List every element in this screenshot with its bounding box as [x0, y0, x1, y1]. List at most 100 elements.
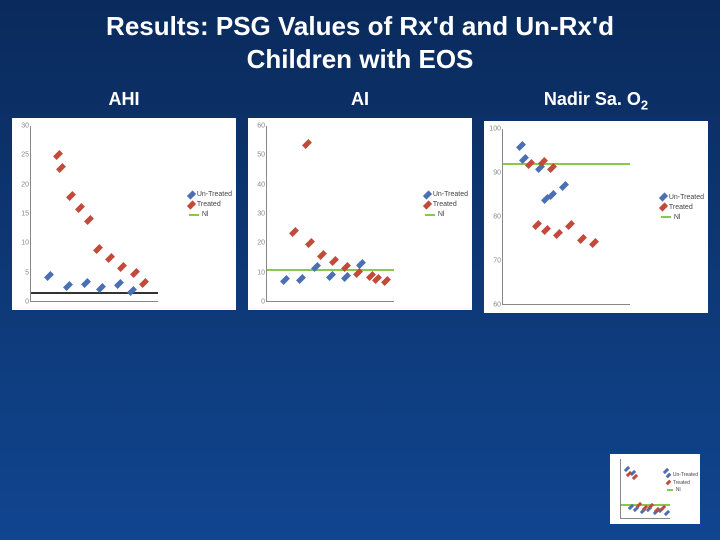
mini-legend: Un-TreatedTreatedNl: [667, 472, 698, 495]
data-marker: [289, 227, 299, 237]
data-marker: [541, 194, 551, 204]
data-marker: [44, 271, 54, 281]
ytick: 30: [257, 211, 267, 218]
legend-swatch: [667, 489, 673, 491]
data-marker: [381, 277, 391, 287]
data-marker: [93, 244, 103, 254]
ytick: 30: [21, 123, 31, 130]
plot-area: 051015202530: [30, 126, 158, 302]
data-marker: [127, 286, 137, 296]
data-marker: [317, 250, 327, 260]
ytick: 80: [493, 213, 503, 220]
legend-swatch: [423, 190, 432, 199]
legend-label: Nl: [676, 487, 681, 494]
chart-col-ahi: AHI051015202530Un-TreatedTreatedNl: [12, 89, 236, 313]
data-marker: [84, 215, 94, 225]
data-marker: [538, 157, 548, 167]
legend-item: Un-Treated: [425, 190, 468, 199]
legend-item: Nl: [667, 487, 698, 494]
chart-label-nadir: Nadir Sa. O2: [544, 89, 648, 113]
plot-area: 0102030405060: [266, 126, 394, 302]
data-marker: [326, 271, 336, 281]
legend: Un-TreatedTreatedNl: [661, 193, 704, 223]
ytick: 0: [261, 299, 267, 306]
data-marker: [57, 163, 67, 173]
title-line-2: Children with EOS: [247, 44, 474, 74]
legend-swatch: [189, 214, 199, 216]
data-marker: [553, 229, 563, 239]
legend-swatch: [187, 190, 196, 199]
data-marker: [105, 253, 115, 263]
legend-swatch: [425, 214, 435, 216]
plot-area: 60708090100: [502, 129, 630, 305]
legend-item: Nl: [661, 213, 704, 222]
mini-plot-area: [620, 459, 670, 519]
ytick: 90: [493, 169, 503, 176]
data-marker: [139, 278, 149, 288]
chart-label-ahi: AHI: [109, 89, 140, 110]
chart-panel-nadir: 60708090100Un-TreatedTreatedNl: [484, 121, 708, 313]
legend-item: Un-Treated: [667, 472, 698, 479]
legend-label: Treated: [669, 203, 693, 212]
data-marker: [63, 281, 73, 291]
legend-swatch: [187, 200, 196, 209]
data-marker: [296, 274, 306, 284]
legend-item: Treated: [661, 203, 704, 212]
data-marker: [329, 256, 339, 266]
ytick: 15: [21, 211, 31, 218]
ytick: 5: [25, 269, 31, 276]
ytick: 20: [21, 181, 31, 188]
data-marker: [117, 262, 127, 272]
data-marker: [516, 141, 526, 151]
ytick: 60: [257, 123, 267, 130]
chart-panel-ai: 0102030405060 Un-TreatedTreatedNl: [248, 118, 472, 310]
legend-item: Un-Treated: [661, 193, 704, 202]
data-marker: [577, 234, 587, 244]
legend-item: Un-Treated: [189, 190, 232, 199]
ytick: 60: [493, 301, 503, 308]
ytick: 0: [25, 299, 31, 306]
legend: Un-TreatedTreatedNl: [425, 190, 468, 220]
legend-label: Treated: [433, 200, 457, 209]
data-marker: [357, 259, 367, 269]
data-marker: [341, 272, 351, 282]
legend-label: Nl: [438, 210, 445, 219]
legend-label: Un-Treated: [669, 193, 704, 202]
reference-line: [267, 269, 394, 271]
data-marker: [532, 220, 542, 230]
chart-col-ai: AI 0102030405060 Un-TreatedTreatedNl: [248, 89, 472, 313]
slide-title: Results: PSG Values of Rx'd and Un-Rx'd …: [0, 0, 720, 83]
legend-label: Nl: [674, 213, 681, 222]
data-marker: [541, 225, 551, 235]
legend-swatch: [666, 480, 672, 486]
ytick: 10: [21, 240, 31, 247]
ytick: 70: [493, 257, 503, 264]
legend-swatch: [666, 472, 672, 478]
legend-item: Treated: [189, 200, 232, 209]
title-line-1: Results: PSG Values of Rx'd and Un-Rx'd: [106, 11, 614, 41]
ytick: 20: [257, 240, 267, 247]
charts-row: AHI051015202530Un-TreatedTreatedNlAI0102…: [0, 89, 720, 313]
data-marker: [302, 139, 312, 149]
legend-item: Nl: [425, 210, 468, 219]
ytick: 25: [21, 152, 31, 159]
data-marker: [130, 268, 140, 278]
legend-label: Nl: [202, 210, 209, 219]
ytick: 100: [489, 125, 503, 132]
data-marker: [305, 238, 315, 248]
chart-col-nadir: Nadir Sa. O260708090100Un-TreatedTreated…: [484, 89, 708, 313]
chart-panel-ahi: 051015202530Un-TreatedTreatedNl: [12, 118, 236, 310]
legend-label: Un-Treated: [197, 190, 232, 199]
legend-label: Treated: [673, 480, 690, 487]
data-marker: [559, 181, 569, 191]
data-marker: [53, 150, 63, 160]
legend-item: Treated: [425, 200, 468, 209]
data-marker: [565, 220, 575, 230]
chart-label-ai: AI: [351, 89, 369, 110]
legend-item: Nl: [189, 210, 232, 219]
data-marker: [81, 278, 91, 288]
legend-label: Un-Treated: [673, 472, 698, 479]
ytick: 10: [257, 269, 267, 276]
reference-line: [31, 292, 158, 294]
data-marker: [75, 203, 85, 213]
